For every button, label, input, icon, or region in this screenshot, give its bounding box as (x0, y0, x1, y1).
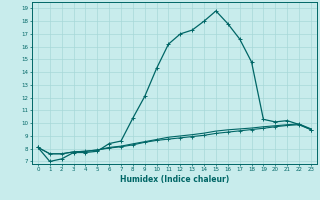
X-axis label: Humidex (Indice chaleur): Humidex (Indice chaleur) (120, 175, 229, 184)
